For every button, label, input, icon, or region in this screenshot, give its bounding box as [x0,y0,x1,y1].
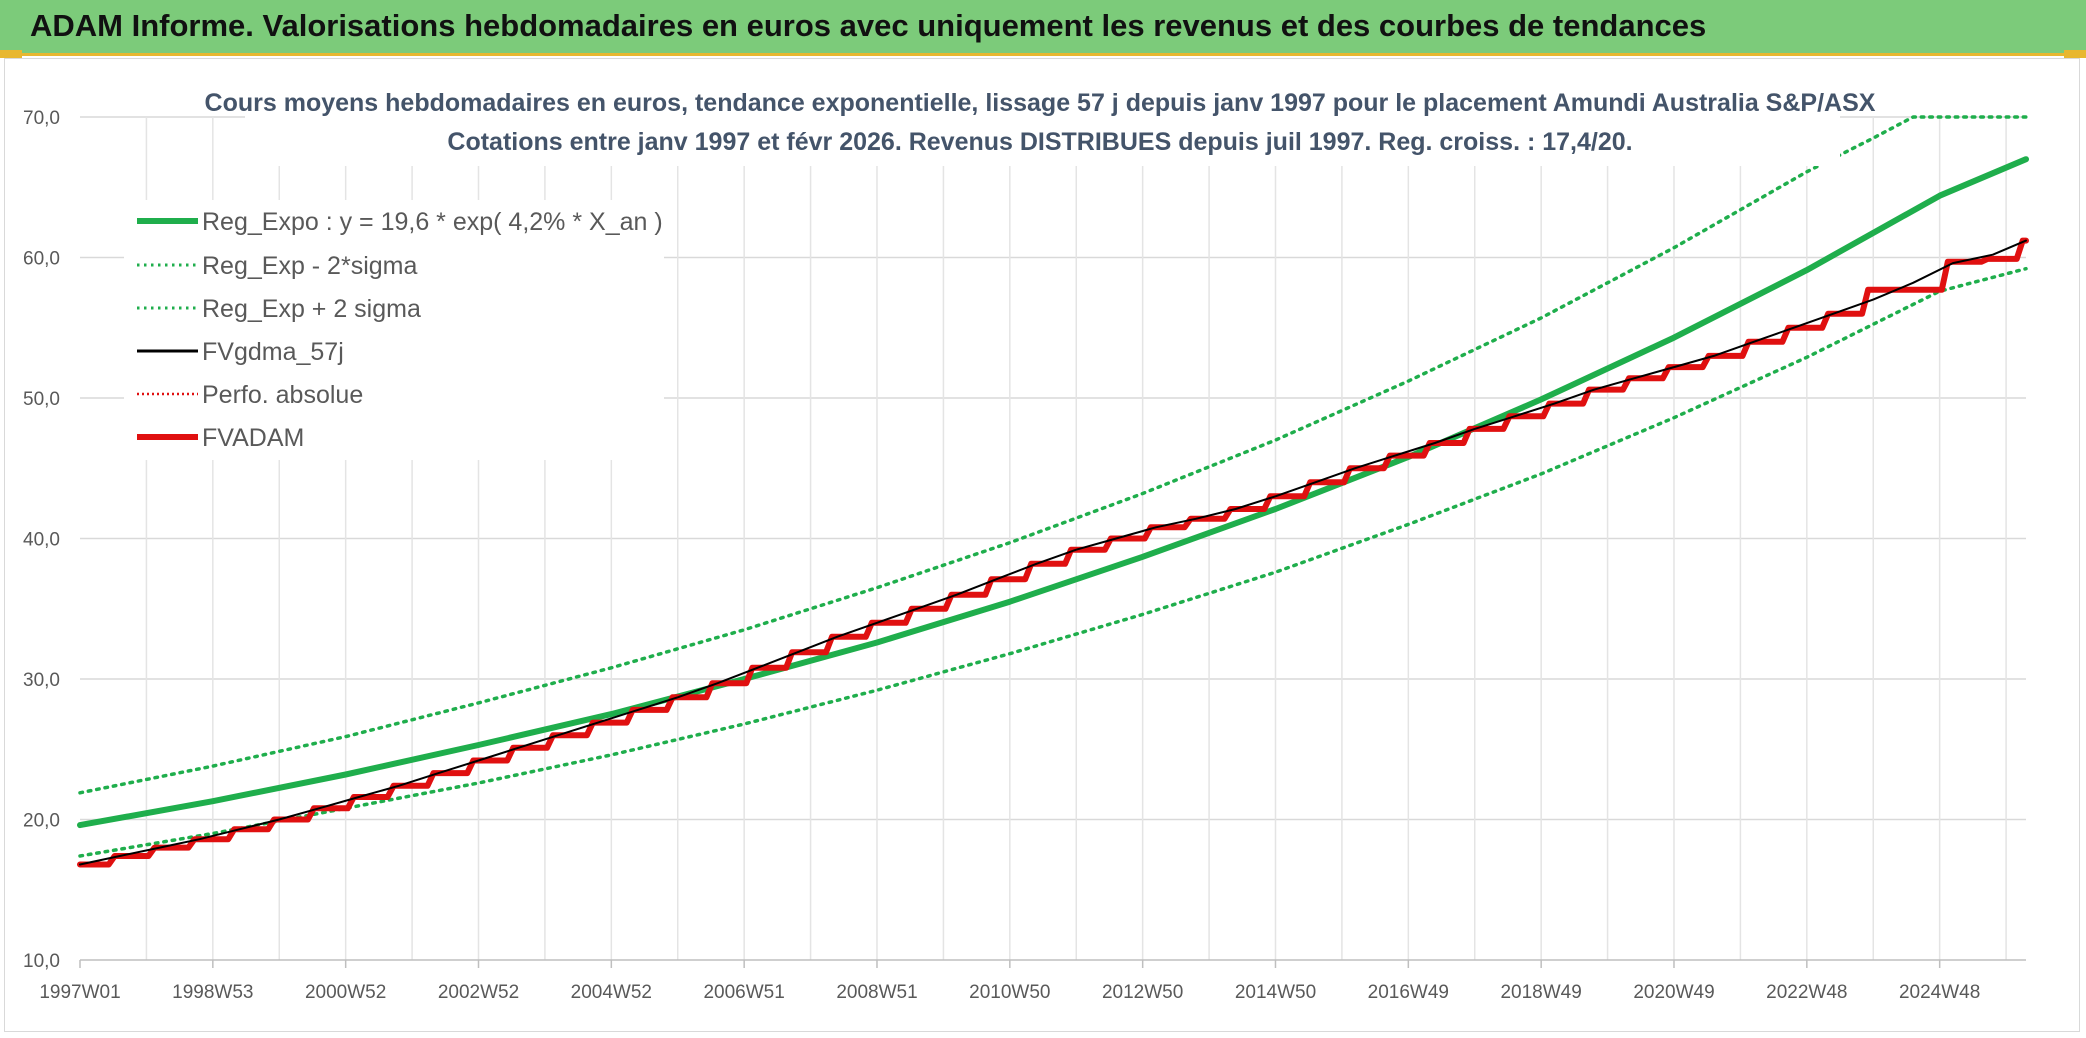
x-tick-label: 2004W52 [571,982,652,1003]
legend-label-reg-exp-plus: Reg_Exp + 2 sigma [202,295,421,323]
y-tick-label: 40,0 [23,530,60,551]
y-tick-label: 50,0 [23,389,60,410]
x-tick-label: 2020W49 [1633,982,1714,1003]
chart-title-background [245,82,1840,166]
x-tick-label: 2002W52 [438,982,519,1003]
x-tick-label: 2006W51 [703,982,784,1003]
y-tick-label: 20,0 [23,811,60,832]
y-tick-label: 30,0 [23,670,60,691]
banner-title: ADAM Informe. Valorisations hebdomadaire… [30,8,1707,43]
x-tick-label: 2014W50 [1235,982,1316,1003]
x-tick-label: 2012W50 [1102,982,1183,1003]
chart-title: Cours moyens hebdomadaires en euros, ten… [205,82,1876,166]
y-tick-label: 60,0 [23,249,60,270]
x-tick-label: 2024W48 [1899,982,1980,1003]
legend-label-reg-exp-minus: Reg_Exp - 2*sigma [202,252,417,280]
legend-label-fvadam: FVADAM [202,424,304,452]
x-tick-label: 2010W50 [969,982,1050,1003]
x-tick-label: 2016W49 [1368,982,1449,1003]
legend-background [124,200,664,460]
x-tick-label: 2000W52 [305,982,386,1003]
x-tick-label: 2008W51 [836,982,917,1003]
x-tick-label: 1998W53 [172,982,253,1003]
corner-accent-left [0,50,22,58]
y-tick-label: 70,0 [23,108,60,129]
chart-title-line2: Cotations entre janv 1997 et févr 2026. … [447,128,1632,156]
series-reg-expo [77,156,2029,829]
axes: 10,0 20,0 30,0 40,0 50,0 60,0 70,0 1997W01 1998W… [23,108,2026,1003]
y-tick-label: 10,0 [23,951,60,972]
chart-title-line1: Cours moyens hebdomadaires en euros, ten… [205,89,1876,117]
x-tick-label: 2022W48 [1766,982,1847,1003]
series-reg-exp-2-sigma [78,266,2028,858]
legend-label-fvgdma: FVgdma_57j [202,338,344,366]
legend-label-reg-expo: Reg_Expo : y = 19,6 * exp( 4,2% * X_an ) [202,208,663,236]
series-fvgdma-57j [79,239,2027,866]
x-tick-label: 2018W49 [1500,982,1581,1003]
corner-accent-right [2064,50,2086,58]
x-tick-label: 1997W01 [39,982,120,1003]
legend: Reg_Expo : y = 19,6 * exp( 4,2% * X_an )… [124,200,664,460]
report-banner: ADAM Informe. Valorisations hebdomadaire… [0,0,2086,56]
legend-label-perfo-absolue: Perfo. absolue [202,381,363,409]
